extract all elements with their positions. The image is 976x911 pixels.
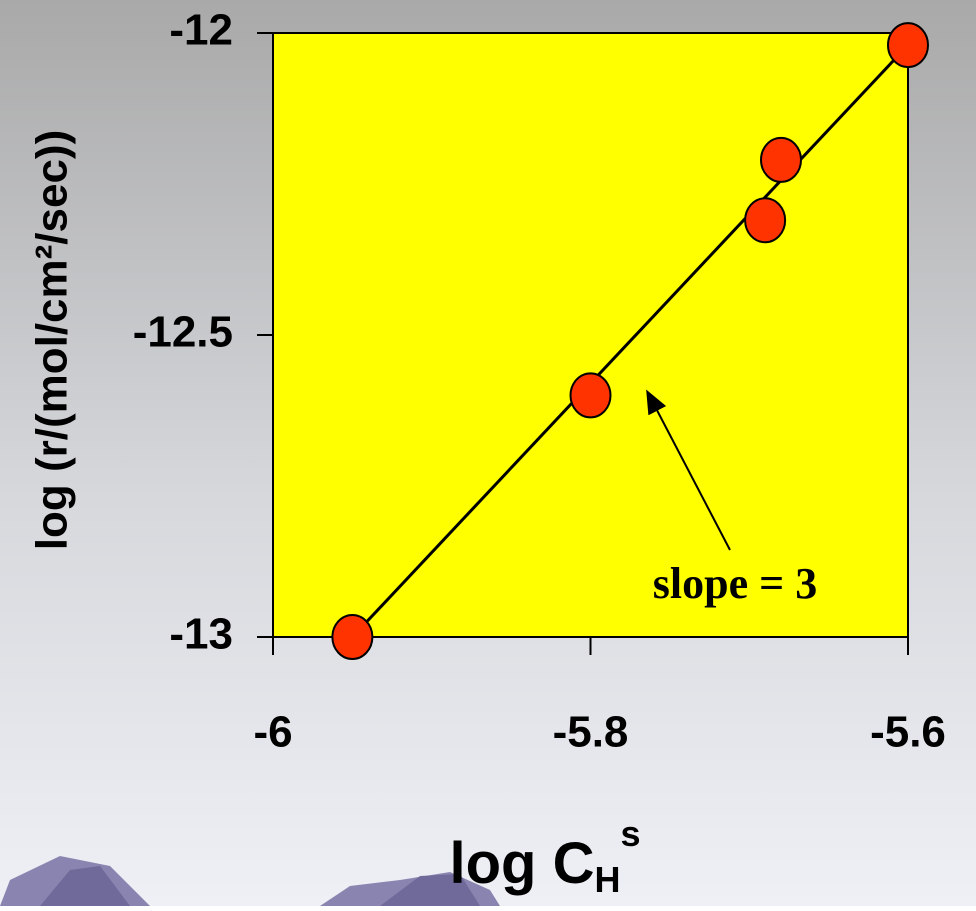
plot-area <box>272 32 909 638</box>
x-tick-label: -5.8 <box>553 708 629 757</box>
y-tick-label: -12.5 <box>133 308 233 357</box>
annotation-arrow <box>646 389 731 551</box>
x-label-sub: H <box>594 859 620 900</box>
data-point <box>760 136 802 183</box>
x-label-main: log C <box>449 831 594 896</box>
x-label-sup: s <box>620 813 640 854</box>
x-axis-label: log CHs <box>449 813 640 900</box>
fit-line <box>351 44 910 639</box>
decor-rock <box>380 874 480 906</box>
data-point <box>569 372 612 419</box>
data-point <box>744 197 787 244</box>
x-tick-label: -6 <box>253 708 292 757</box>
plot: -12 -12.5 -13 -6 -5.8 -5.6 <box>133 6 946 757</box>
decor-rock <box>40 866 130 906</box>
annotation: slope = 3 <box>653 559 817 608</box>
data-point <box>887 22 929 69</box>
data-point <box>331 614 374 660</box>
y-tick-label: -13 <box>169 610 233 659</box>
y-axis-label: log (r/(mol/cm²/sec)) <box>28 130 77 551</box>
x-tick-label: -5.6 <box>870 708 946 757</box>
y-tick-label: -12 <box>169 6 233 55</box>
